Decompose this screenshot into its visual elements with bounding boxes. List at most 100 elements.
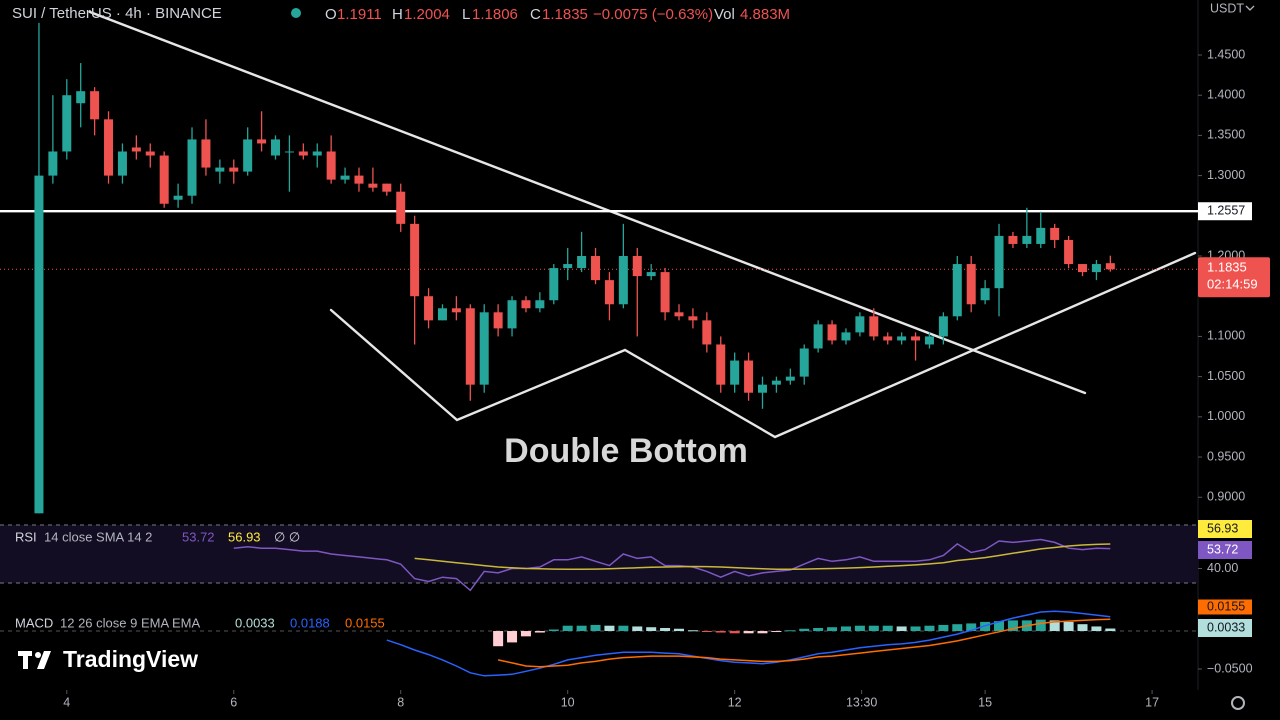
candle-body: [104, 119, 114, 176]
macd-histogram-bar: [799, 628, 810, 632]
candle-body: [897, 336, 907, 341]
candle-body: [1105, 263, 1115, 270]
candle-body: [284, 151, 294, 153]
rsi-params: 14 close SMA 14 2: [44, 529, 152, 544]
candle-body: [1036, 227, 1046, 244]
y-tick-label: 1.3500: [1207, 128, 1245, 142]
rsi-sma-value: 56.93: [228, 529, 261, 544]
y-tick-label: 0.9500: [1207, 449, 1245, 463]
rsi-value: 53.72: [182, 529, 215, 544]
currency[interactable]: USDT: [1210, 1, 1244, 15]
candle-body: [76, 91, 86, 104]
candle-body: [187, 139, 197, 196]
y-tick-label: 0.9000: [1207, 490, 1245, 504]
macd-histogram-bar: [646, 627, 657, 632]
candle-body: [159, 155, 169, 204]
macd-histogram-bar: [1105, 628, 1116, 632]
macd-histogram-bar: [1035, 619, 1046, 632]
candle-body: [855, 316, 865, 333]
candle-body: [257, 139, 267, 144]
macd-histogram-bar: [548, 629, 559, 632]
macd-histogram-bar: [687, 630, 698, 632]
macd-params: 12 26 close 9 EMA EMA: [60, 615, 201, 630]
symbol-title: SUI / TetherUS · 4h · BINANCE: [12, 5, 222, 22]
macd-histogram-bar: [882, 625, 893, 632]
macd-histogram-bar: [632, 626, 643, 632]
candle-body: [1064, 239, 1074, 265]
x-tick-label: 10: [561, 695, 575, 709]
macd-histogram-bar: [896, 626, 907, 632]
y-tick-label: 1.4500: [1207, 47, 1245, 61]
macd-histogram-bar: [743, 631, 754, 634]
candle-body: [173, 195, 183, 200]
candle-body: [744, 360, 754, 393]
macd-histogram-bar: [840, 626, 851, 632]
candle-body: [145, 151, 155, 156]
low-value: 1.1806: [472, 6, 518, 23]
candle-body: [702, 320, 712, 345]
candle-body: [618, 256, 628, 305]
candle-body: [952, 264, 962, 317]
x-tick-label: 6: [230, 695, 237, 709]
rsi-band: [0, 525, 1198, 583]
macd-histogram-bar: [827, 627, 838, 632]
candle-body: [813, 324, 823, 349]
candle-body: [966, 264, 976, 305]
candle-body: [521, 300, 531, 309]
macd-histogram-bar: [1091, 626, 1102, 632]
macd-signal-axis-label: 0.0155: [1207, 599, 1245, 613]
brand-logo: [18, 651, 51, 669]
candle-body: [563, 264, 573, 269]
macd-histogram-bar: [966, 623, 977, 632]
candle-body: [354, 175, 364, 184]
candle-body: [632, 256, 642, 277]
macd-histogram-axis-label: 0.0033: [1207, 620, 1245, 634]
y-tick-label: 1.1000: [1207, 329, 1245, 343]
status-dot: [291, 8, 301, 18]
currency-chevron: [1245, 5, 1255, 11]
logo-slash: [37, 651, 51, 669]
y-tick-label: 1.4000: [1207, 87, 1245, 101]
candle-body: [507, 300, 517, 329]
logo-stem: [23, 651, 28, 669]
high-label: H: [392, 6, 403, 23]
candle-body: [90, 91, 100, 120]
x-tick-label: 12: [728, 695, 742, 709]
candle-body: [62, 95, 72, 152]
candle-body: [938, 316, 948, 337]
double-bottom-pattern: [329, 251, 1197, 439]
macd-histogram-bar: [674, 628, 685, 632]
candle-body: [730, 360, 740, 385]
open-value: 1.1911: [337, 6, 382, 23]
candle-body: [396, 191, 406, 224]
candle-body: [646, 272, 656, 277]
macd-histogram-bar: [868, 625, 879, 632]
rsi-extra: ∅ ∅: [274, 529, 300, 544]
x-tick-label: 13:30: [846, 695, 877, 709]
settings-icon[interactable]: [1231, 696, 1245, 710]
candle-body: [869, 316, 879, 337]
candle-body: [577, 256, 587, 269]
macd-histogram-bar: [660, 627, 671, 632]
high-value: 1.2004: [404, 6, 450, 23]
macd-histogram-value: 0.0033: [235, 615, 275, 630]
rsi-sma-axis-label: 56.93: [1207, 521, 1238, 535]
macd-histogram-bar: [715, 631, 726, 633]
macd-name: MACD: [15, 615, 53, 630]
macd-histogram-bar: [701, 631, 712, 633]
candle-body: [883, 336, 893, 341]
candle-body: [604, 280, 614, 305]
macd-histogram-bar: [813, 627, 824, 632]
candle-body: [716, 344, 726, 385]
candle-body: [535, 300, 545, 309]
macd-histogram-bar: [757, 631, 768, 634]
marks: [0, 22, 1198, 677]
candle-body: [368, 183, 378, 188]
macd-histogram-bar: [604, 625, 615, 632]
close-label: C: [530, 6, 541, 23]
macd-histogram-bar: [576, 625, 587, 632]
candle-body: [911, 336, 921, 341]
open-label: O: [325, 6, 337, 23]
brand-name: TradingView: [63, 646, 198, 672]
